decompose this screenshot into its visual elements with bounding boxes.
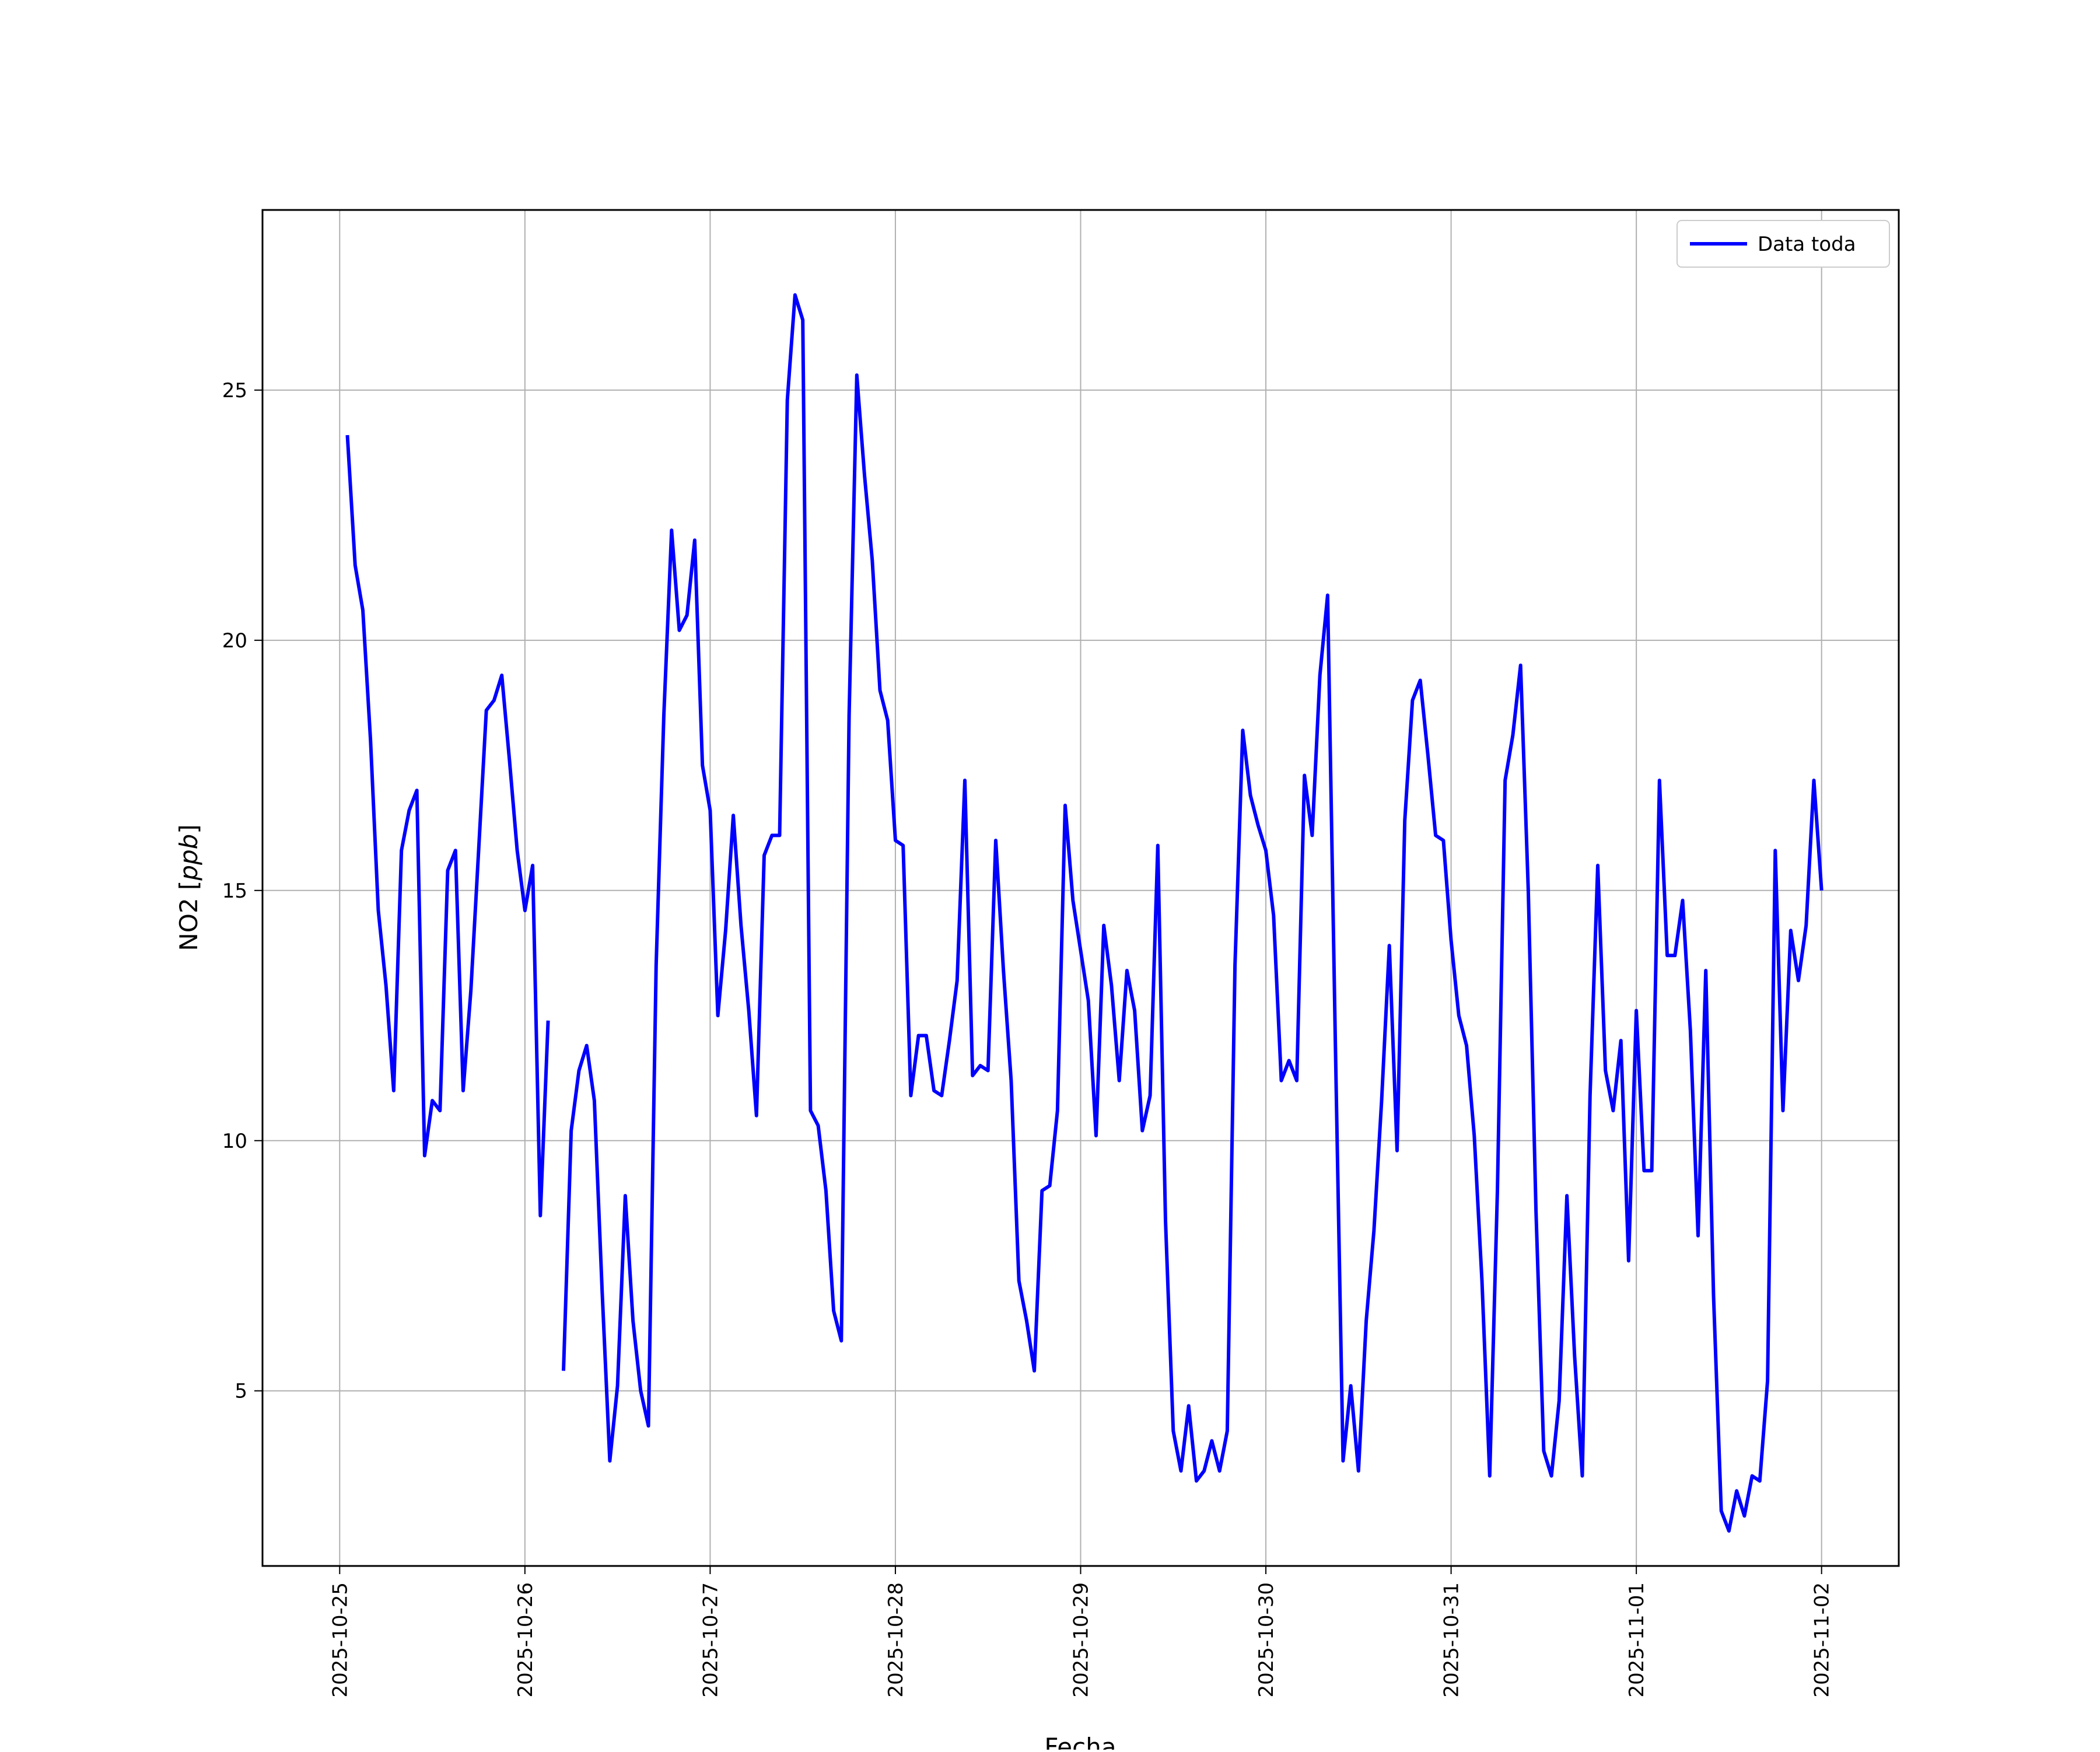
x-axis-label: Fecha: [1044, 1733, 1116, 1750]
y-axis-label-unit: ppb: [174, 834, 203, 881]
x-tick-label: 2025-10-30: [1255, 1582, 1278, 1698]
series-line-data-toda: [345, 435, 550, 1218]
y-tick-label: 15: [222, 879, 247, 903]
y-tick-label: 25: [222, 379, 247, 402]
y-tick-label: 20: [222, 629, 247, 653]
x-tick-label: 2025-10-28: [884, 1582, 908, 1698]
legend: Data toda: [1676, 220, 1890, 268]
series-line-data-toda: [562, 293, 1824, 1533]
y-tick-label: 5: [235, 1380, 247, 1403]
x-tick-label: 2025-11-01: [1625, 1582, 1648, 1698]
series-layer: [345, 293, 1824, 1533]
x-tick-label: 2025-10-26: [514, 1582, 537, 1698]
y-axis-label-main: NO2 [: [174, 881, 203, 951]
x-tick-label: 2025-10-31: [1440, 1582, 1464, 1698]
x-tick-label: 2025-11-02: [1811, 1582, 1834, 1698]
x-tick-label: 2025-10-25: [328, 1582, 352, 1698]
x-tick-label: 2025-10-27: [699, 1582, 722, 1698]
y-axis-label-close: ]: [174, 824, 203, 833]
y-axis-label: NO2 [ppb]: [174, 824, 203, 951]
legend-label-data-toda: Data toda: [1758, 233, 1856, 256]
x-tick-label: 2025-10-29: [1070, 1582, 1093, 1698]
y-tick-label: 10: [222, 1130, 247, 1153]
ticks: 2025-10-25 2025-10-26 2025-10-27 2025-10-28…: [222, 379, 1834, 1698]
legend-box: [1676, 220, 1890, 268]
